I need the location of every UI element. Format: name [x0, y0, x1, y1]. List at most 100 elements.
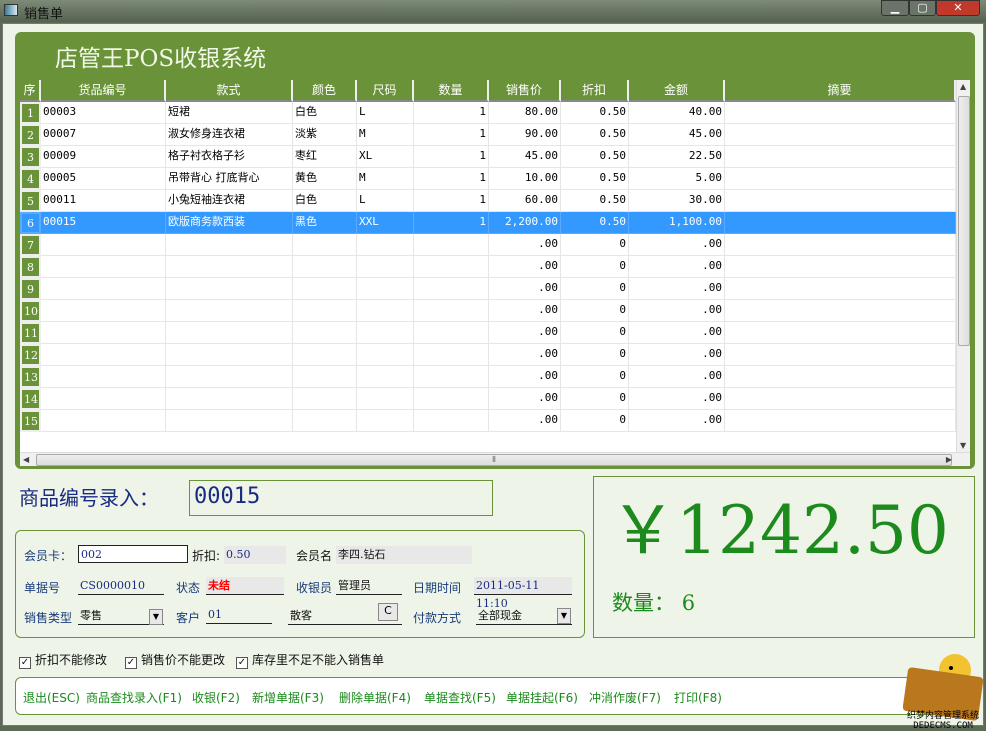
pay-select[interactable]: 全部现金 — [476, 607, 572, 625]
close-button[interactable]: ✕ — [936, 0, 980, 16]
cell-color[interactable]: 淡紫 — [293, 124, 357, 146]
cell-product-code[interactable]: 00005 — [41, 168, 166, 190]
cell-sale-price[interactable]: .00 — [489, 388, 561, 410]
column-header-sale-price[interactable]: 销售价 — [489, 80, 561, 102]
cell-row-number[interactable]: 15 — [20, 410, 41, 432]
table-row[interactable]: 8 .00 0.00 — [20, 256, 956, 278]
cell-amount[interactable]: .00 — [629, 256, 725, 278]
cell-sale-price[interactable]: .00 — [489, 234, 561, 256]
action-button[interactable]: 冲消作废(F7) — [589, 691, 661, 705]
cell-quantity[interactable]: 1 — [414, 124, 489, 146]
chevron-down-icon[interactable]: ▼ — [557, 608, 571, 624]
cell-quantity[interactable] — [414, 344, 489, 366]
table-row[interactable]: 10 .00 0.00 — [20, 300, 956, 322]
customer-lookup-button[interactable]: C — [378, 603, 398, 621]
action-button[interactable]: 收银(F2) — [192, 691, 240, 705]
cell-sale-price[interactable]: 90.00 — [489, 124, 561, 146]
cell-row-number[interactable]: 7 — [20, 234, 41, 256]
table-row[interactable]: 9 .00 0.00 — [20, 278, 956, 300]
table-row[interactable]: 5 00011 小兔短袖连衣裙 白色 L 1 60.00 0.50 30.00 — [20, 190, 956, 212]
option-stock-check[interactable]: ✓ 库存里不足不能入销售单 — [236, 651, 384, 669]
cell-quantity[interactable]: 1 — [414, 212, 489, 234]
cell-remark[interactable] — [725, 300, 956, 322]
table-row[interactable]: 7 .00 0.00 — [20, 234, 956, 256]
cell-size[interactable] — [357, 366, 414, 388]
cell-color[interactable] — [293, 366, 357, 388]
cell-remark[interactable] — [725, 168, 956, 190]
action-button[interactable]: 新增单据(F3) — [252, 691, 324, 705]
cell-quantity[interactable]: 1 — [414, 146, 489, 168]
cell-quantity[interactable]: 1 — [414, 190, 489, 212]
cell-sale-price[interactable]: 60.00 — [489, 190, 561, 212]
option-price-locked[interactable]: ✓ 销售价不能更改 — [125, 651, 225, 669]
action-button[interactable]: 打印(F8) — [674, 691, 722, 705]
cell-amount[interactable]: 22.50 — [629, 146, 725, 168]
cell-row-number[interactable]: 13 — [20, 366, 41, 388]
cell-discount[interactable]: 0 — [561, 344, 629, 366]
cell-discount[interactable]: 0 — [561, 388, 629, 410]
cell-style[interactable] — [166, 344, 293, 366]
cell-quantity[interactable] — [414, 322, 489, 344]
cell-size[interactable] — [357, 234, 414, 256]
cell-discount[interactable]: 0.50 — [561, 190, 629, 212]
cell-color[interactable] — [293, 234, 357, 256]
cell-amount[interactable]: .00 — [629, 300, 725, 322]
cell-color[interactable] — [293, 300, 357, 322]
cell-row-number[interactable]: 8 — [20, 256, 41, 278]
column-header-remark[interactable]: 摘要 — [725, 80, 956, 102]
cell-color[interactable]: 白色 — [293, 190, 357, 212]
cell-discount[interactable]: 0 — [561, 322, 629, 344]
cell-style[interactable]: 淑女修身连衣裙 — [166, 124, 293, 146]
horizontal-scrollbar[interactable]: ◀ ⦀ ▶ — [20, 452, 970, 466]
table-row[interactable]: 1 00003 短裙 白色 L 1 80.00 0.50 40.00 — [20, 102, 956, 124]
cell-discount[interactable]: 0.50 — [561, 146, 629, 168]
column-header-row-number[interactable]: 序 — [20, 80, 41, 102]
cell-sale-price[interactable]: 45.00 — [489, 146, 561, 168]
chevron-down-icon[interactable]: ▼ — [149, 609, 163, 625]
cell-color[interactable] — [293, 256, 357, 278]
cell-size[interactable]: M — [357, 168, 414, 190]
table-row[interactable]: 12 .00 0.00 — [20, 344, 956, 366]
cell-style[interactable]: 短裙 — [166, 102, 293, 124]
column-header-product-code[interactable]: 货品编号 — [41, 80, 166, 102]
scroll-left-icon[interactable]: ◀ — [23, 455, 30, 464]
cell-color[interactable] — [293, 278, 357, 300]
cell-quantity[interactable] — [414, 300, 489, 322]
minimize-button[interactable]: ▁ — [881, 0, 909, 16]
member-card-input[interactable]: 002 — [78, 545, 188, 563]
column-header-amount[interactable]: 金额 — [629, 80, 725, 102]
table-row[interactable]: 3 00009 格子衬衣格子衫 枣红 XL 1 45.00 0.50 22.50 — [20, 146, 956, 168]
checkbox-checked-icon[interactable]: ✓ — [236, 657, 248, 669]
cell-sale-price[interactable]: .00 — [489, 344, 561, 366]
column-header-quantity[interactable]: 数量 — [414, 80, 489, 102]
cell-discount[interactable]: 0 — [561, 300, 629, 322]
cell-row-number[interactable]: 9 — [20, 278, 41, 300]
column-header-color[interactable]: 颜色 — [293, 80, 357, 102]
column-header-style[interactable]: 款式 — [166, 80, 293, 102]
cell-sale-price[interactable]: 10.00 — [489, 168, 561, 190]
column-header-size[interactable]: 尺码 — [357, 80, 414, 102]
cell-product-code[interactable] — [41, 256, 166, 278]
action-button[interactable]: 退出(ESC) — [23, 691, 80, 705]
hscroll-thumb[interactable]: ⦀ — [36, 454, 952, 466]
cell-remark[interactable] — [725, 322, 956, 344]
cell-discount[interactable]: 0 — [561, 410, 629, 432]
cell-style[interactable] — [166, 322, 293, 344]
cell-quantity[interactable]: 1 — [414, 102, 489, 124]
cell-quantity[interactable]: 1 — [414, 168, 489, 190]
cell-remark[interactable] — [725, 344, 956, 366]
cell-amount[interactable]: .00 — [629, 388, 725, 410]
cell-discount[interactable]: 0.50 — [561, 102, 629, 124]
cell-quantity[interactable] — [414, 234, 489, 256]
cell-discount[interactable]: 0.50 — [561, 124, 629, 146]
cell-style[interactable] — [166, 256, 293, 278]
cell-remark[interactable] — [725, 146, 956, 168]
cell-amount[interactable]: 40.00 — [629, 102, 725, 124]
cell-quantity[interactable] — [414, 410, 489, 432]
cell-amount[interactable]: .00 — [629, 234, 725, 256]
cell-style[interactable] — [166, 300, 293, 322]
action-button[interactable]: 删除单据(F4) — [339, 691, 411, 705]
saletype-select[interactable]: 零售 — [78, 607, 164, 625]
cell-size[interactable]: M — [357, 124, 414, 146]
cell-remark[interactable] — [725, 234, 956, 256]
